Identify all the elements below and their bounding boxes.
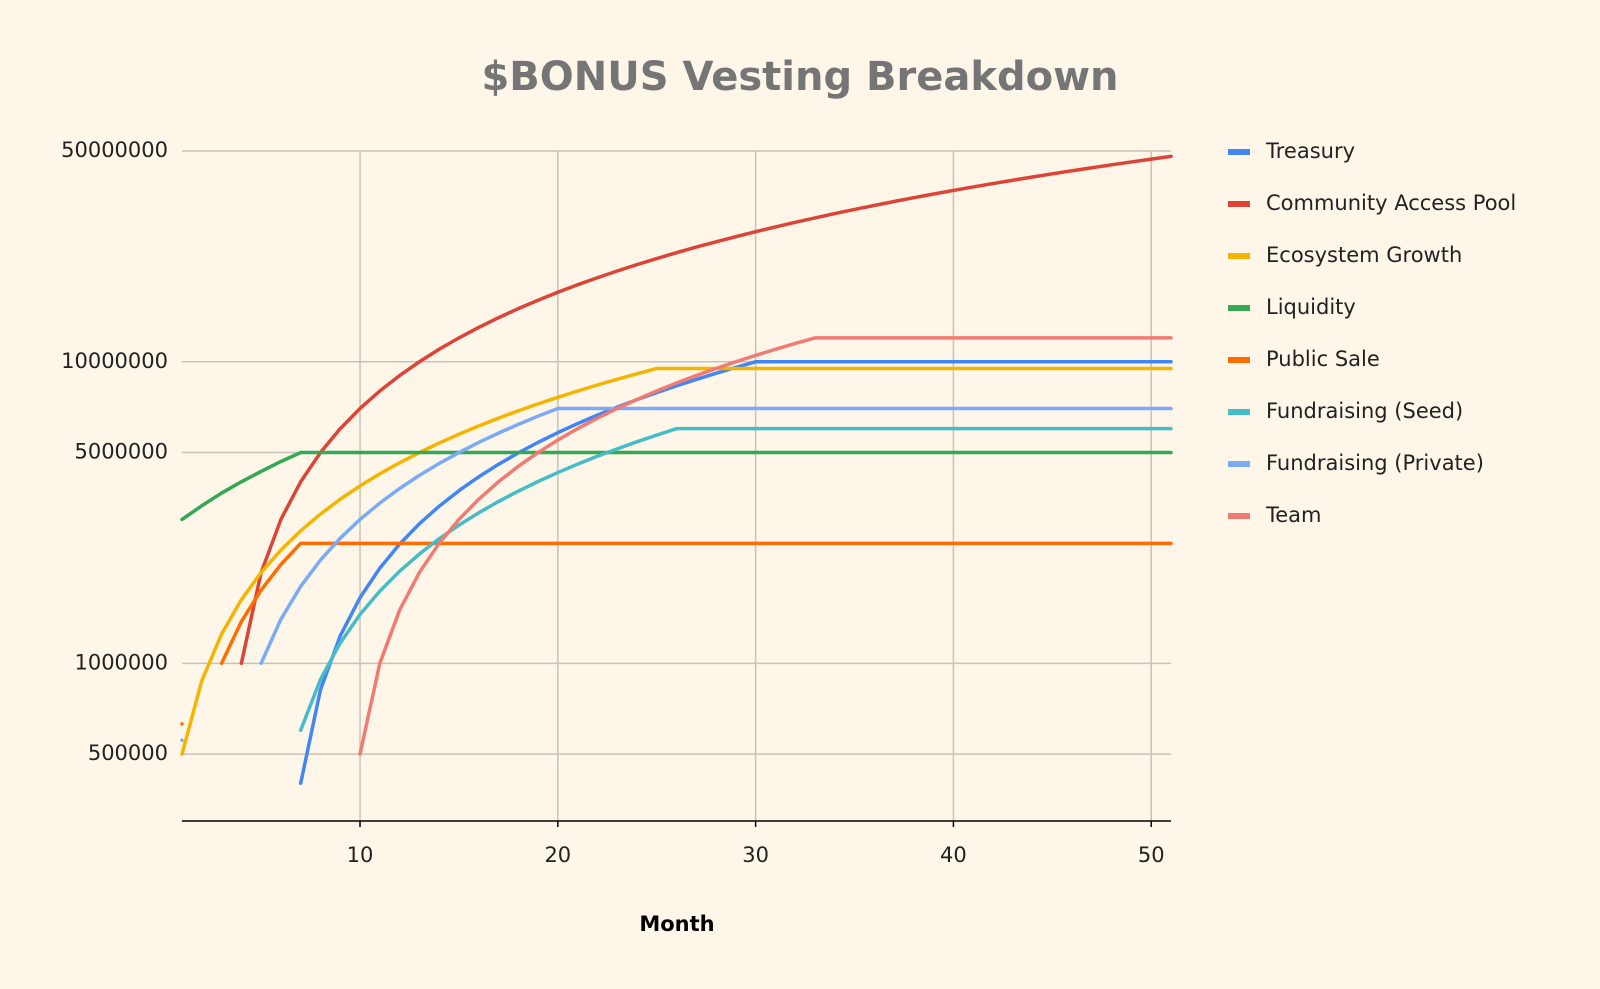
chart-title: $BONUS Vesting Breakdown (481, 54, 1118, 100)
series-line (298, 426, 1173, 732)
legend-swatch (1228, 201, 1250, 207)
legend-swatch (1228, 357, 1250, 363)
x-tick-label: 20 (544, 843, 571, 867)
series-line (298, 360, 1173, 786)
legend-swatch (1228, 409, 1250, 415)
series-line (358, 336, 1173, 756)
series-line (239, 154, 1173, 666)
legend-label: Treasury (1265, 139, 1355, 163)
x-tick-label: 30 (742, 843, 769, 867)
legend-swatch (1228, 513, 1250, 519)
x-tick-label: 50 (1138, 843, 1165, 867)
legend-label: Team (1265, 503, 1322, 527)
legend-label: Public Sale (1266, 347, 1380, 371)
legend-label: Ecosystem Growth (1266, 243, 1462, 267)
y-tick-label: 1000000 (74, 650, 168, 674)
legend-swatch (1228, 305, 1250, 311)
x-tick-label: 10 (347, 843, 374, 867)
series-line (180, 366, 1173, 756)
legend-label: Fundraising (Seed) (1266, 399, 1463, 423)
legend-swatch (1228, 461, 1250, 467)
series-line (180, 541, 1173, 726)
y-tick-label: 50000000 (61, 138, 168, 162)
series-line (180, 450, 1173, 522)
legend-swatch (1228, 253, 1250, 259)
series-line (180, 406, 1173, 742)
legend-label: Liquidity (1266, 295, 1356, 319)
legend-swatch (1228, 149, 1250, 155)
legend-label: Fundraising (Private) (1266, 451, 1484, 475)
x-axis-label: Month (639, 912, 714, 936)
y-tick-label: 5000000 (74, 440, 168, 464)
y-tick-label: 500000 (88, 741, 168, 765)
legend-label: Community Access Pool (1266, 191, 1516, 215)
y-tick-label: 10000000 (61, 349, 168, 373)
x-tick-label: 40 (940, 843, 967, 867)
